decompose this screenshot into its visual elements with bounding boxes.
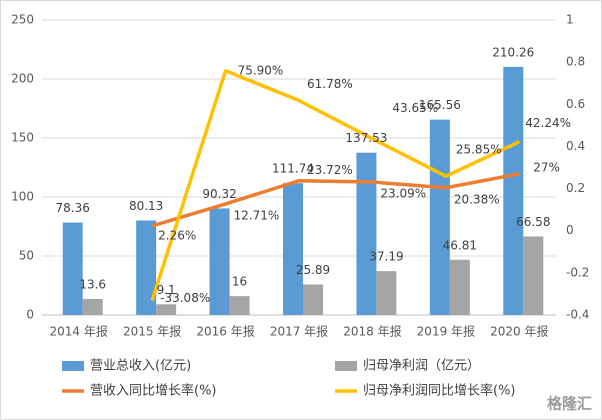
data-label: 20.38%	[454, 192, 500, 206]
bar	[283, 183, 303, 315]
y2-tick-label: 0.4	[566, 139, 585, 153]
bar	[376, 271, 397, 315]
data-label: 2.26%	[158, 228, 196, 242]
data-label: 25.89	[296, 263, 330, 277]
legend-label: 营收入同比增长率(%)	[90, 383, 217, 399]
data-label: 80.13	[129, 199, 163, 213]
legend-swatch	[62, 361, 84, 371]
bar	[523, 236, 544, 315]
data-label: 90.32	[202, 187, 236, 201]
y2-tick-label: 1	[566, 13, 574, 27]
y-tick-label: 50	[19, 249, 34, 263]
data-label: 210.26	[492, 45, 534, 59]
data-label: 43.65%	[392, 101, 438, 115]
y2-tick-label: 0.8	[566, 55, 585, 69]
data-label: 111.74	[272, 162, 314, 176]
y2-tick-label: 0.6	[566, 97, 585, 111]
y-tick-label: 250	[11, 13, 34, 27]
y-tick-label: 100	[11, 190, 34, 204]
bar	[449, 259, 470, 315]
bar	[303, 284, 323, 315]
data-label: 137.53	[345, 131, 387, 145]
watermark: 格隆汇	[547, 395, 592, 413]
data-label: 16	[232, 275, 247, 289]
bar	[82, 298, 103, 315]
bar	[503, 66, 524, 315]
y2-tick-label: -0.2	[566, 265, 589, 279]
line	[150, 69, 521, 301]
legend-label: 归母净利润同比增长率(%)	[363, 383, 516, 399]
x-tick-label: 2015 年报	[123, 324, 181, 339]
bar	[156, 304, 177, 315]
bar	[136, 220, 157, 315]
data-label: 46.81	[443, 238, 477, 252]
y2-tick-label: -0.4	[566, 308, 589, 322]
y-tick-label: 150	[11, 131, 34, 145]
y-tick-label: 0	[26, 308, 34, 322]
data-label: 75.90%	[238, 63, 284, 77]
data-label: 27%	[533, 160, 560, 174]
data-label: 12.71%	[234, 208, 280, 222]
x-tick-label: 2016 年报	[196, 324, 254, 339]
data-label: 37.19	[369, 250, 403, 264]
data-label: 165.56	[419, 98, 461, 112]
data-label: -33.08%	[160, 291, 210, 305]
data-label: 25.85%	[456, 143, 502, 157]
bar	[209, 208, 230, 315]
x-tick-label: 2019 年报	[417, 324, 475, 339]
y2-tick-label: 0.2	[566, 181, 585, 195]
bar	[429, 119, 450, 316]
data-label: 13.6	[79, 277, 106, 291]
bar	[62, 222, 83, 315]
data-label: 23.72%	[307, 163, 353, 177]
data-label: 9.1	[157, 283, 176, 297]
x-tick-label: 2020 年报	[490, 324, 548, 339]
data-label: 42.24%	[525, 116, 571, 130]
line	[151, 172, 520, 228]
x-tick-label: 2018 年报	[343, 324, 401, 339]
legend-label: 营业总收入(亿元)	[90, 359, 191, 374]
data-label: 61.78%	[307, 77, 353, 91]
data-label: 66.58	[516, 215, 550, 229]
data-label: 23.09%	[380, 187, 426, 201]
bar	[356, 152, 377, 315]
y-tick-label: 200	[11, 72, 34, 86]
y2-tick-label: 0	[566, 223, 574, 237]
x-tick-label: 2017 年报	[270, 324, 328, 339]
data-label: 78.36	[56, 201, 90, 215]
bar	[229, 296, 250, 315]
legend-swatch	[335, 361, 357, 371]
legend-label: 归母净利润（亿元）	[363, 359, 480, 374]
x-tick-label: 2014 年报	[50, 324, 108, 339]
